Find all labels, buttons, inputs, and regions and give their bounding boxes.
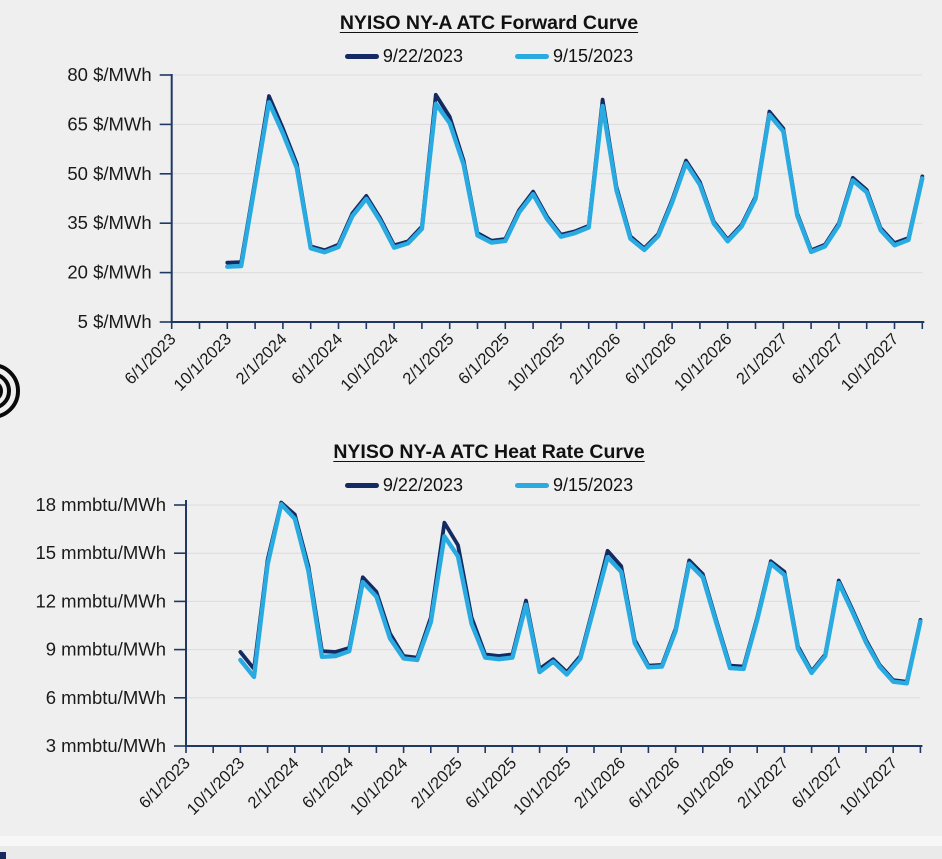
x-axis-label: 10/1/2023 <box>184 754 249 819</box>
x-axis-label: 2/1/2025 <box>399 330 457 388</box>
x-axis-label: 2/1/2024 <box>233 330 291 388</box>
forward-curve-title: NYISO NY-A ATC Forward Curve <box>339 12 639 34</box>
series-9-15-swatch-icon <box>515 54 549 59</box>
y-axis-label: 65 $/MWh <box>67 113 151 134</box>
x-axis-label: 6/1/2026 <box>622 330 680 388</box>
page-gap-strip <box>0 836 942 846</box>
x-axis-label: 6/1/2023 <box>121 330 179 388</box>
x-axis-label: 10/1/2023 <box>170 330 235 395</box>
series-9-22-swatch-icon <box>344 54 379 59</box>
y-axis-label: 5 $/MWh <box>78 311 152 332</box>
forward-curve-legend: 9/22/2023 9/15/2023 <box>18 46 942 67</box>
series-9-15-swatch-icon <box>515 483 549 488</box>
y-axis-label: 20 $/MWh <box>67 262 151 283</box>
x-axis-label: 10/1/2025 <box>504 330 569 395</box>
x-axis-label: 2/1/2026 <box>571 754 629 812</box>
legend-item-9-15-2023: 9/15/2023 <box>515 46 633 67</box>
y-axis-label: 9 mmbtu/MWh <box>46 639 166 660</box>
x-axis-label: 2/1/2024 <box>244 754 302 812</box>
partial-chart-corner <box>0 852 6 859</box>
x-axis-label: 2/1/2025 <box>408 754 466 812</box>
y-axis-label: 15 mmbtu/MWh <box>35 542 166 563</box>
x-axis-label: 6/1/2027 <box>789 330 847 388</box>
heat-rate-plot: 3 mmbtu/MWh 6 mmbtu/MWh 9 mmbtu/MWh 12 mmbt… <box>35 494 923 819</box>
series-line-9-15-2023 <box>225 100 925 269</box>
series-9-22-swatch-icon <box>344 483 379 488</box>
x-axis-label: 10/1/2024 <box>347 754 412 819</box>
x-axis-label: 2/1/2027 <box>734 754 792 812</box>
y-axis-label: 50 $/MWh <box>67 163 151 184</box>
page-bottom-band <box>0 846 942 859</box>
heat-rate-legend: 9/22/2023 9/15/2023 <box>18 475 942 496</box>
y-axis-label: 18 mmbtu/MWh <box>35 494 166 515</box>
x-axis-label: 10/1/2027 <box>838 330 903 395</box>
legend-item-9-22-2023: 9/22/2023 <box>344 46 463 67</box>
x-axis-label: 6/1/2025 <box>455 330 513 388</box>
series-line-9-22-2023 <box>225 92 925 265</box>
x-axis-label: 10/1/2024 <box>337 330 402 395</box>
x-axis-label: 10/1/2026 <box>671 330 736 395</box>
x-axis-label: 10/1/2026 <box>673 754 738 819</box>
y-axis-label: 6 mmbtu/MWh <box>46 687 166 708</box>
legend-label: 9/15/2023 <box>553 475 634 495</box>
series-line-9-15-2023 <box>238 502 923 686</box>
x-axis-label: 2/1/2026 <box>566 330 624 388</box>
x-axis-label: 10/1/2027 <box>836 754 901 819</box>
y-axis-label: 35 $/MWh <box>67 212 151 233</box>
x-axis-label: 10/1/2025 <box>510 754 575 819</box>
y-axis-label: 3 mmbtu/MWh <box>46 735 166 756</box>
legend-item-9-22-2023: 9/22/2023 <box>344 475 463 496</box>
x-axis-label: 6/1/2024 <box>288 330 346 388</box>
y-axis-label: 12 mmbtu/MWh <box>35 590 166 611</box>
legend-label: 9/22/2023 <box>382 475 463 495</box>
forward-curve-plot: 5 $/MWh 20 $/MWh 35 $/MWh 50 $/MWh 65 $/MWh 8… <box>67 64 925 395</box>
y-axis-label: 80 $/MWh <box>67 64 151 85</box>
legend-label: 9/15/2023 <box>553 46 634 66</box>
legend-label: 9/22/2023 <box>382 46 463 66</box>
x-axis-label: 2/1/2027 <box>733 330 791 388</box>
legend-item-9-15-2023: 9/15/2023 <box>515 475 633 496</box>
concentric-arcs-logo-icon <box>0 364 20 418</box>
heat-rate-title: NYISO NY-A ATC Heat Rate Curve <box>333 441 645 463</box>
